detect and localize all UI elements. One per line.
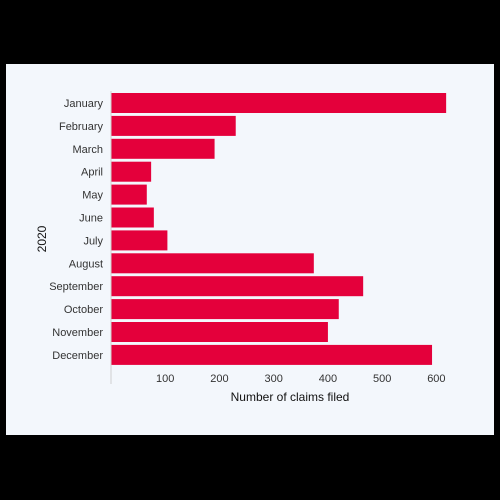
y-tick-label-august: August xyxy=(69,258,103,270)
y-axis-title: 2020 xyxy=(35,225,49,252)
y-tick-label-january: January xyxy=(64,98,104,110)
bar-september xyxy=(111,276,364,297)
bar-august xyxy=(111,253,314,274)
bar-january xyxy=(111,93,447,113)
x-tick-label-600: 600 xyxy=(427,373,445,385)
x-tick-label-200: 200 xyxy=(210,373,228,385)
y-tick-label-december: December xyxy=(52,350,103,362)
y-tick-label-october: October xyxy=(64,304,103,316)
bar-june xyxy=(111,207,154,228)
x-tick-labels: 100 200 300 400 500 600 xyxy=(156,373,446,385)
x-tick-label-300: 300 xyxy=(265,373,283,385)
bars-group xyxy=(111,93,447,365)
x-tick-label-500: 500 xyxy=(373,373,391,385)
bar-october xyxy=(111,299,339,320)
bar-may xyxy=(111,184,147,205)
bar-july xyxy=(111,230,168,251)
x-tick-label-100: 100 xyxy=(156,373,174,385)
x-tick-label-400: 400 xyxy=(319,373,337,385)
bar-march xyxy=(111,138,215,159)
y-tick-label-february: February xyxy=(59,121,104,133)
y-tick-label-july: July xyxy=(83,235,103,247)
bar-april xyxy=(111,161,152,182)
chart-panel xyxy=(6,64,494,435)
y-tick-label-june: June xyxy=(79,213,103,225)
bar-december xyxy=(111,344,433,365)
y-tick-label-march: March xyxy=(72,144,103,156)
y-tick-label-november: November xyxy=(52,327,103,339)
y-tick-label-september: September xyxy=(49,281,103,293)
y-tick-label-may: May xyxy=(82,190,103,202)
bar-february xyxy=(111,115,236,136)
y-tick-label-april: April xyxy=(81,167,103,179)
x-axis-title: Number of claims filed xyxy=(231,390,350,404)
y-tick-labels: January February March April May June July Augu… xyxy=(49,98,103,362)
bar-november xyxy=(111,322,328,342)
